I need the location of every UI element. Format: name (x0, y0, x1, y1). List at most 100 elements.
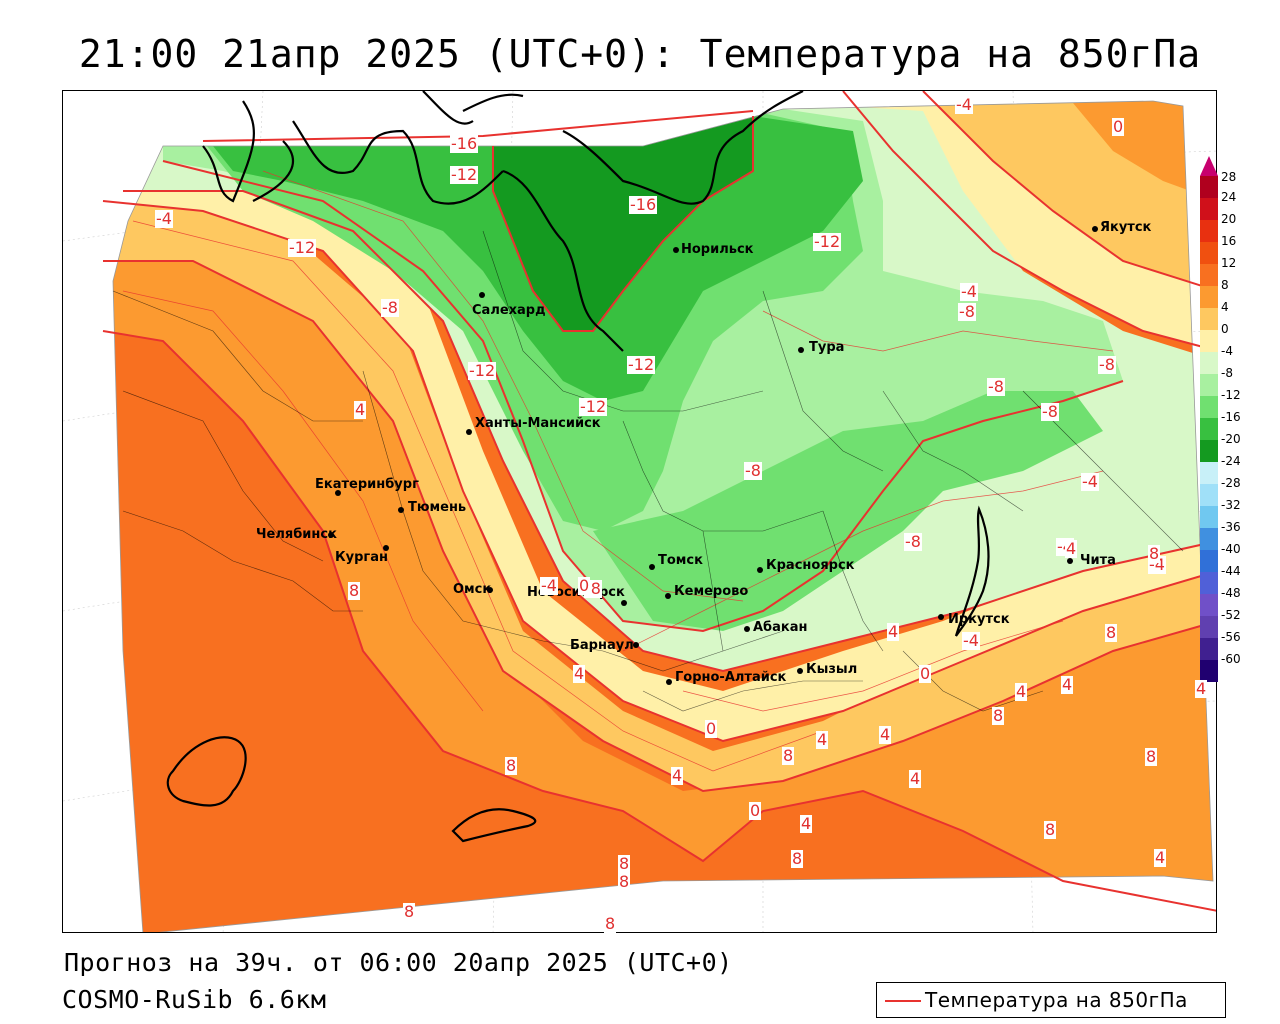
contour-value-label: 0 (578, 576, 591, 595)
city-marker (757, 567, 763, 573)
contour-value-label: 4 (887, 622, 900, 641)
contour-value-label: -8 (744, 461, 762, 480)
contour-value-label: 4 (909, 769, 922, 788)
colorbar-tick-label: 0 (1221, 322, 1229, 336)
city-marker (666, 679, 672, 685)
city-label: Ханты-Мансийск (475, 416, 601, 431)
contour-value-label: 0 (1112, 117, 1125, 136)
contour-value-label: 4 (354, 400, 367, 419)
city-label: Горно-Алтайск (675, 670, 787, 685)
colorbar-tick-label: 4 (1221, 300, 1229, 314)
city-label: Красноярск (766, 558, 855, 573)
city-marker (673, 247, 679, 253)
colorbar-tick-label: -32 (1221, 498, 1241, 512)
city-marker (466, 429, 472, 435)
colorbar-segment (1200, 220, 1218, 242)
colorbar-tick-label: -48 (1221, 586, 1241, 600)
contour-value-label: -8 (958, 302, 976, 321)
contour-value-label: -4 (955, 95, 973, 114)
colorbar-tick-label: -12 (1221, 388, 1241, 402)
contour-value-label: 4 (1195, 679, 1208, 698)
contour-value-label: -8 (904, 532, 922, 551)
colorbar-segment (1200, 506, 1218, 528)
temperature-map (63, 91, 1216, 932)
contour-value-label: -8 (1041, 402, 1059, 421)
contour-value-label: 8 (1044, 820, 1057, 839)
city-label: Норильск (681, 242, 754, 257)
contour-value-label: -8 (987, 377, 1005, 396)
colorbar-tick-label: 20 (1221, 212, 1237, 226)
city-label: Екатеринбург (315, 477, 419, 492)
colorbar-tick-label: -52 (1221, 608, 1241, 622)
colorbar-tick-label: 24 (1221, 190, 1237, 204)
colorbar-segment (1200, 242, 1218, 264)
colorbar-segment (1200, 550, 1218, 572)
colorbar-segment (1200, 176, 1218, 198)
colorbar-tick-label: -44 (1221, 564, 1241, 578)
colorbar-tick-label: -36 (1221, 520, 1241, 534)
city-marker (665, 593, 671, 599)
colorbar-segment (1200, 594, 1218, 616)
city-marker (798, 347, 804, 353)
contour-value-label: 4 (800, 814, 813, 833)
city-label: Курган (335, 550, 388, 565)
map-area[interactable] (62, 90, 1217, 933)
colorbar-tick-label: -20 (1221, 432, 1241, 446)
map-title: 21:00 21апр 2025 (UTC+0): Температура на… (78, 32, 1202, 76)
colorbar-segment (1200, 660, 1218, 682)
contour-value-label: 4 (1015, 682, 1028, 701)
colorbar-tick-label: 28 (1221, 170, 1237, 184)
city-label: Кызыл (806, 662, 858, 677)
contour-value-label: -4 (540, 576, 558, 595)
colorbar-tick-label: -4 (1221, 344, 1233, 358)
contour-value-label: -8 (1098, 355, 1116, 374)
city-label: Барнаул (570, 638, 634, 653)
contour-value-label: 4 (671, 766, 684, 785)
colorbar-segment (1200, 462, 1218, 484)
contour-value-label: -8 (381, 298, 399, 317)
colorbar-segment (1200, 396, 1218, 418)
colorbar-segment (1200, 528, 1218, 550)
city-label: Чита (1080, 553, 1116, 568)
colorbar-tick-label: -24 (1221, 454, 1241, 468)
legend-line-swatch (885, 1000, 921, 1002)
contour-value-label: -16 (450, 134, 479, 153)
city-marker (487, 587, 493, 593)
colorbar-segment (1200, 374, 1218, 396)
colorbar-tick-label: 12 (1221, 256, 1237, 270)
contour-value-label: -4 (962, 631, 980, 650)
contour-value-label: -12 (450, 165, 479, 184)
colorbar-tick-label: 16 (1221, 234, 1237, 248)
colorbar-top-arrow (1200, 156, 1218, 176)
city-label: Тюмень (408, 500, 467, 515)
model-name: COSMO-RuSib 6.6км (62, 985, 327, 1014)
colorbar-segment (1200, 616, 1218, 638)
contour-value-label: 8 (505, 756, 518, 775)
colorbar-segment (1200, 418, 1218, 440)
contour-value-label: 8 (618, 872, 631, 891)
colorbar-segment (1200, 330, 1218, 352)
city-marker (398, 507, 404, 513)
city-marker (797, 668, 803, 674)
city-label: Салехард (472, 303, 546, 318)
city-marker (744, 626, 750, 632)
contour-value-label: 0 (919, 664, 932, 683)
forecast-info: Прогноз на 39ч. от 06:00 20апр 2025 (UTC… (64, 948, 733, 977)
colorbar-segment (1200, 286, 1218, 308)
contour-value-label: -12 (579, 397, 608, 416)
contour-value-label: -4 (960, 282, 978, 301)
contour-value-label: 8 (1105, 623, 1118, 642)
colorbar-tick-label: -28 (1221, 476, 1241, 490)
city-marker (335, 490, 341, 496)
colorbar-tick-label: -60 (1221, 652, 1241, 666)
contour-value-label: 4 (573, 664, 586, 683)
contour-value-label: 0 (705, 719, 718, 738)
city-marker (633, 642, 639, 648)
city-marker (1067, 558, 1073, 564)
colorbar-segment (1200, 440, 1218, 462)
contour-value-label: -12 (627, 355, 656, 374)
city-label: Томск (658, 553, 703, 568)
contour-value-label: 4 (1065, 539, 1078, 558)
contour-value-label: 8 (348, 581, 361, 600)
contour-value-label: -12 (468, 361, 497, 380)
